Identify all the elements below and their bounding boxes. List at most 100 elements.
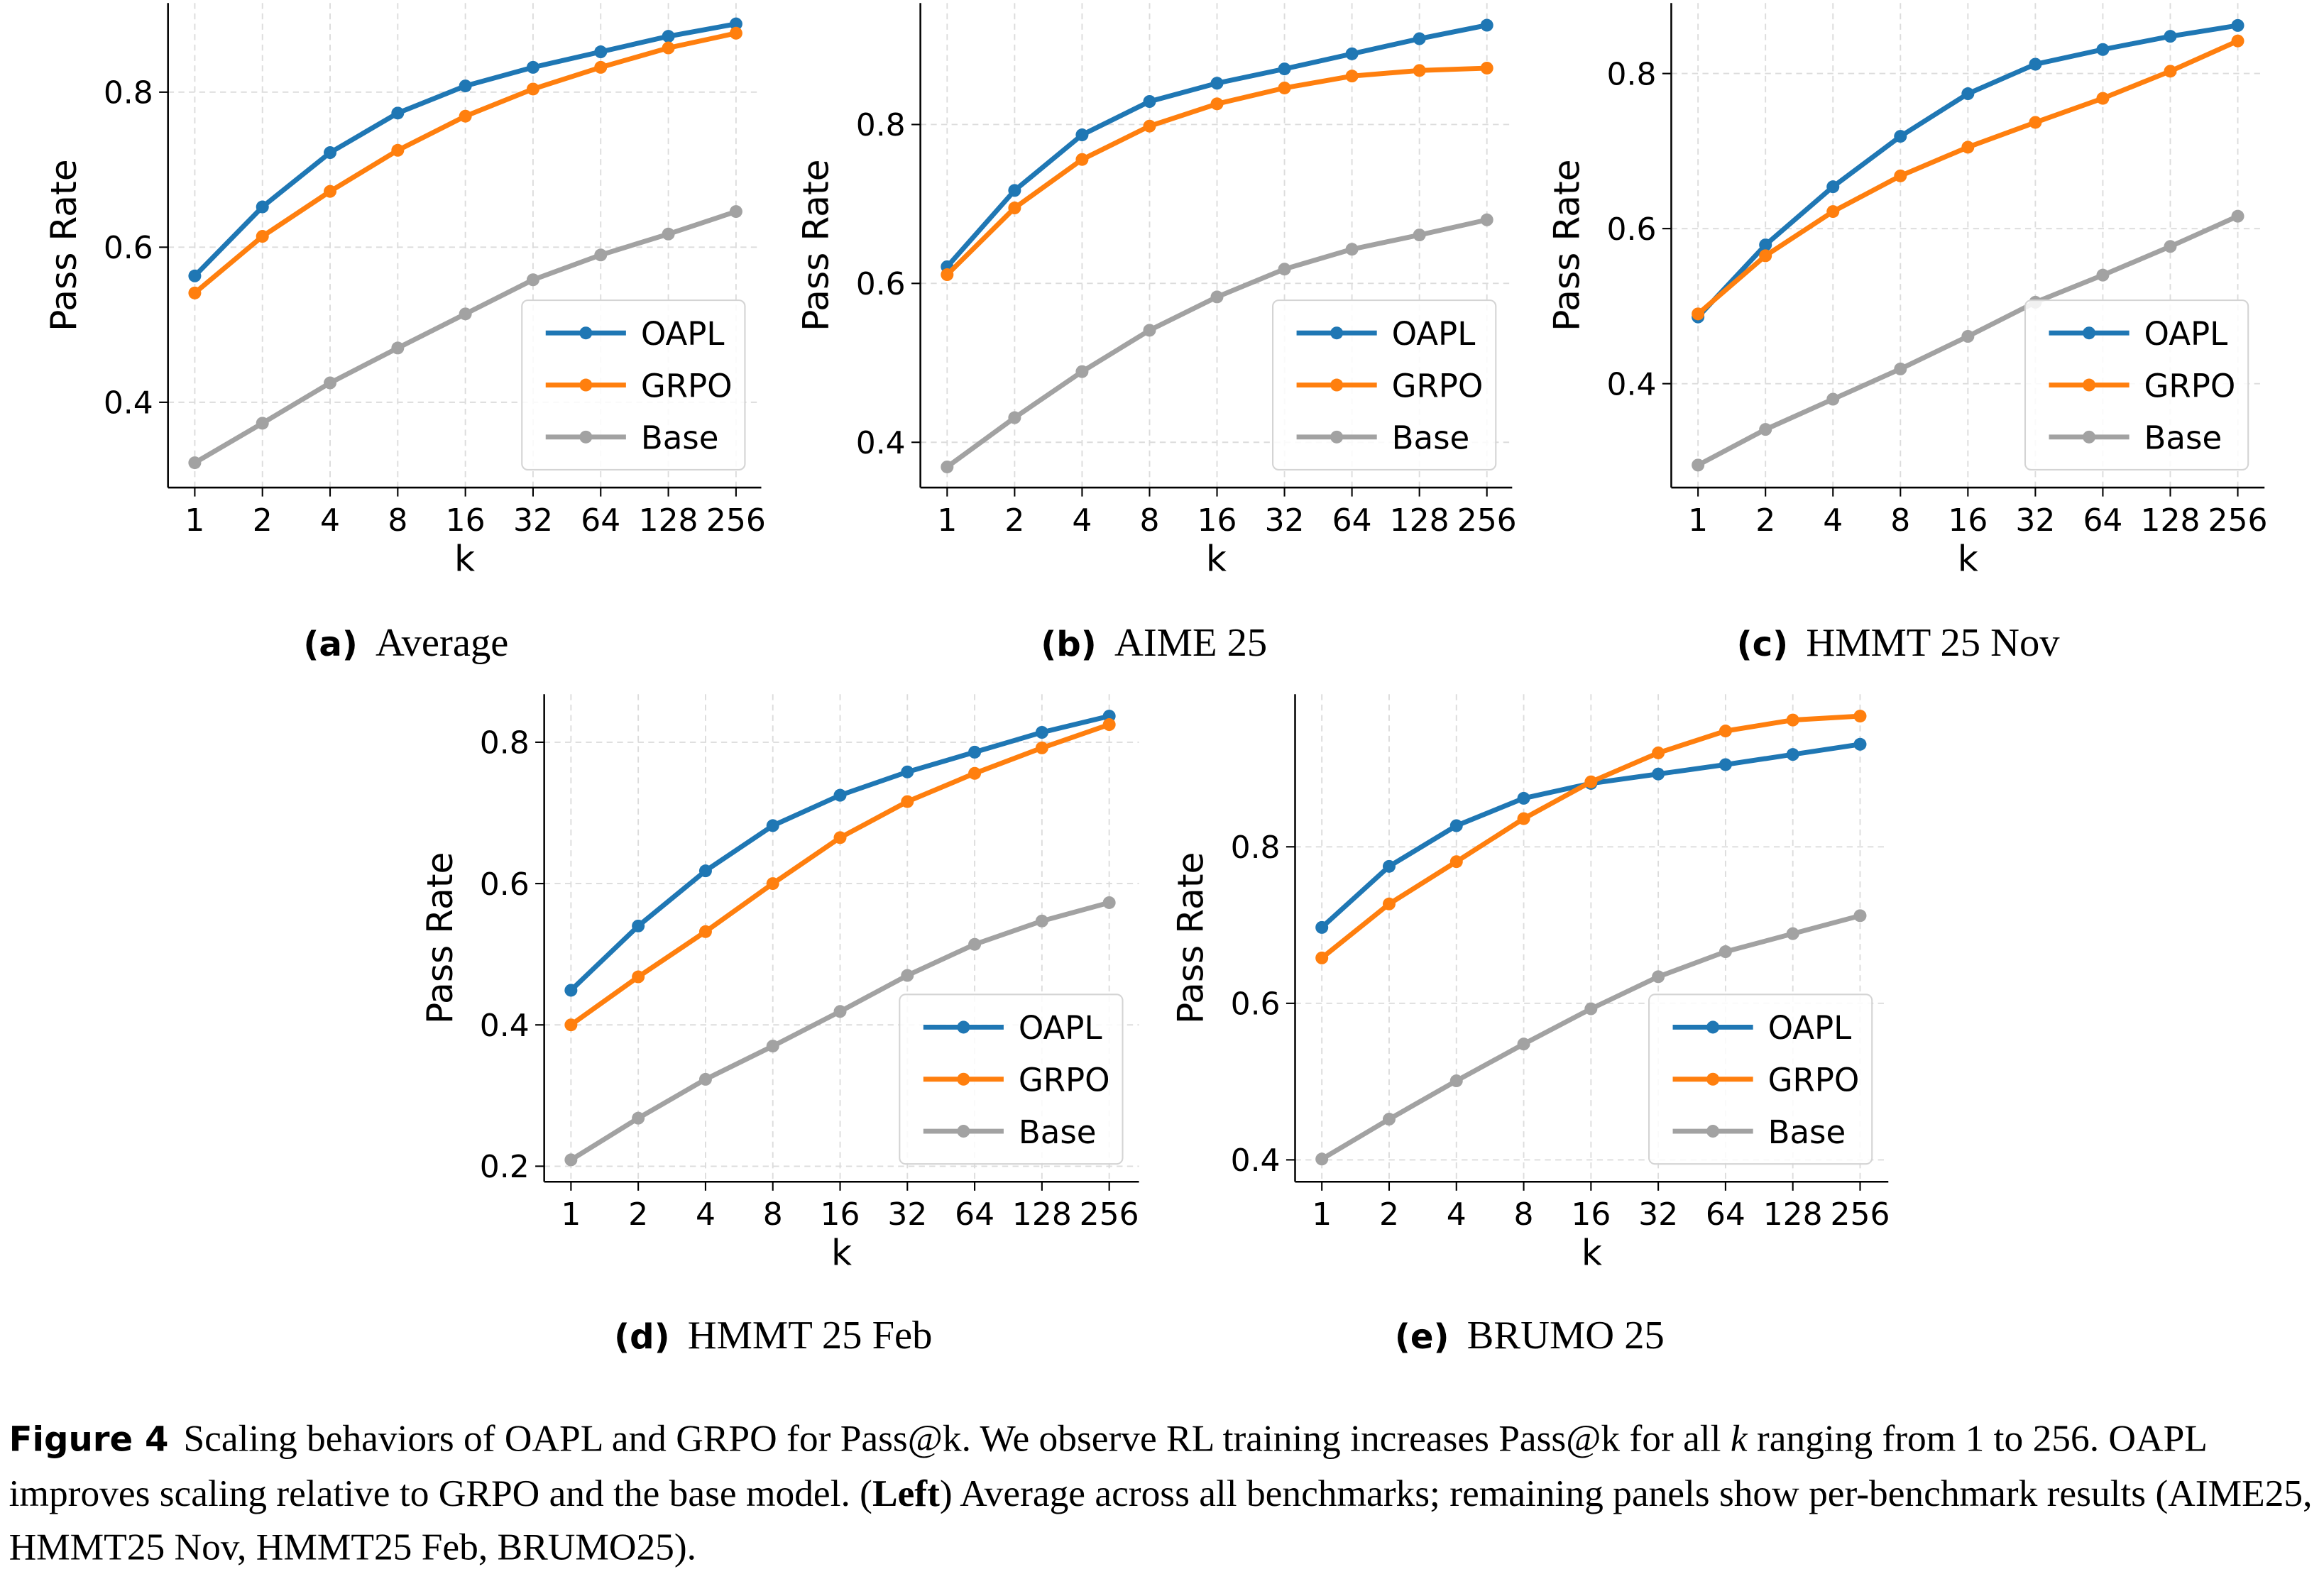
data-point-grpo bbox=[1035, 741, 1048, 754]
data-point-base bbox=[1961, 329, 1975, 343]
subcaption-a: (a) Average bbox=[303, 620, 508, 666]
chart-panel-b: 0.4 0.6 0.8 1 2 4 8 16 32 64 128 256 k Pass Rate OAPL G… bbox=[795, 3, 1517, 579]
data-point-base bbox=[1143, 324, 1156, 337]
data-point-base bbox=[662, 227, 675, 241]
data-point-grpo bbox=[1278, 81, 1291, 94]
series-grpo bbox=[1315, 710, 1867, 964]
y-tick-label: 0.6 bbox=[856, 266, 906, 302]
data-point-base bbox=[1786, 927, 1799, 940]
y-axis-label: Pass Rate bbox=[419, 852, 461, 1024]
y-tick-label: 0.4 bbox=[1231, 1143, 1281, 1179]
data-point-base bbox=[1584, 1002, 1598, 1016]
data-point-base bbox=[766, 1040, 779, 1053]
data-point-base bbox=[1210, 290, 1224, 304]
y-axis-label: Pass Rate bbox=[1170, 852, 1212, 1024]
x-axis-label: k bbox=[831, 1232, 852, 1274]
y-axis-label: Pass Rate bbox=[43, 159, 84, 331]
x-tick-label: 2 bbox=[1004, 502, 1024, 539]
series-base bbox=[188, 205, 742, 470]
x-tick-label: 4 bbox=[1447, 1196, 1467, 1233]
data-point-grpo bbox=[1853, 710, 1867, 723]
data-point-base bbox=[2096, 268, 2110, 282]
x-tick-label: 32 bbox=[2015, 502, 2055, 539]
data-point-oapl bbox=[1008, 184, 1021, 197]
data-point-base bbox=[941, 460, 954, 473]
data-point-oapl bbox=[594, 45, 608, 59]
legend-swatch-marker bbox=[579, 430, 593, 444]
data-point-grpo bbox=[729, 26, 742, 40]
legend-label-oapl: OAPL bbox=[1768, 1009, 1852, 1047]
y-tick-label: 0.6 bbox=[480, 866, 530, 903]
x-tick-label: 256 bbox=[2208, 502, 2268, 539]
x-tick-label: 128 bbox=[1012, 1196, 1072, 1233]
data-point-grpo bbox=[1315, 951, 1329, 964]
data-point-base bbox=[1102, 896, 1116, 909]
x-axis-label: k bbox=[454, 537, 475, 579]
subcaption-title: BRUMO 25 bbox=[1467, 1312, 1665, 1358]
data-point-base bbox=[594, 248, 608, 262]
data-point-base bbox=[256, 417, 269, 430]
chart-panel-d: 0.2 0.4 0.6 0.8 1 2 4 8 16 32 64 128 256 k Pass Rate OA… bbox=[419, 694, 1139, 1274]
figure-label: Figure 4 bbox=[9, 1421, 169, 1460]
legend-swatch-marker bbox=[1706, 1072, 1720, 1086]
legend: OAPL GRPO Base bbox=[2024, 299, 2249, 470]
x-tick-label: 1 bbox=[1688, 502, 1708, 539]
x-tick-label: 1 bbox=[937, 502, 957, 539]
data-point-oapl bbox=[1035, 725, 1048, 739]
subcaption-title: HMMT 25 Feb bbox=[687, 1312, 933, 1358]
subcaption-tag: (b) bbox=[1041, 625, 1097, 665]
y-tick-label: 0.4 bbox=[104, 385, 153, 422]
data-point-base bbox=[1652, 970, 1665, 984]
y-tick-label: 0.4 bbox=[480, 1008, 530, 1044]
data-point-oapl bbox=[1382, 859, 1396, 873]
y-tick-label: 0.8 bbox=[1607, 56, 1657, 92]
data-point-oapl bbox=[526, 60, 539, 74]
data-point-oapl bbox=[968, 745, 982, 759]
data-point-base bbox=[188, 456, 202, 470]
subcaption-tag: (c) bbox=[1736, 625, 1789, 665]
data-point-oapl bbox=[766, 819, 779, 832]
legend-label-grpo: GRPO bbox=[1392, 367, 1484, 404]
data-point-grpo bbox=[2164, 65, 2177, 78]
x-tick-label: 8 bbox=[388, 502, 407, 539]
x-tick-label: 64 bbox=[1706, 1196, 1745, 1233]
x-tick-label: 2 bbox=[253, 502, 273, 539]
x-axis-label: k bbox=[1958, 537, 1978, 579]
data-point-base bbox=[1449, 1074, 1463, 1088]
series-oapl bbox=[941, 18, 1493, 273]
data-point-base bbox=[2164, 240, 2177, 253]
data-point-grpo bbox=[1692, 307, 1705, 321]
x-tick-label: 256 bbox=[1080, 1196, 1139, 1233]
x-tick-label: 64 bbox=[581, 502, 620, 539]
legend-label-grpo: GRPO bbox=[2144, 367, 2236, 404]
y-tick-label: 0.4 bbox=[1607, 366, 1657, 402]
x-tick-label: 4 bbox=[1823, 502, 1843, 539]
chart-panel-e: 0.4 0.6 0.8 1 2 4 8 16 32 64 128 256 k Pass Rate OAPL G… bbox=[1170, 694, 1890, 1274]
data-point-base bbox=[632, 1111, 645, 1125]
series-base bbox=[564, 896, 1116, 1167]
data-point-oapl bbox=[1826, 180, 1840, 194]
data-point-base bbox=[2231, 209, 2244, 223]
y-tick-label: 0.4 bbox=[856, 425, 906, 461]
data-point-grpo bbox=[1449, 855, 1463, 869]
series-grpo bbox=[1692, 34, 2244, 321]
data-point-grpo bbox=[1345, 70, 1359, 83]
data-point-base bbox=[459, 307, 472, 321]
subcaption-b: (b) AIME 25 bbox=[1041, 620, 1267, 666]
x-axis-label: k bbox=[1206, 537, 1227, 579]
legend-swatch-marker bbox=[579, 378, 593, 392]
x-tick-label: 16 bbox=[821, 1196, 860, 1233]
data-point-grpo bbox=[1894, 169, 1907, 182]
data-point-grpo bbox=[1759, 249, 1772, 263]
subcaption-d: (d) HMMT 25 Feb bbox=[614, 1313, 932, 1359]
data-point-grpo bbox=[1102, 718, 1116, 732]
series-base bbox=[941, 213, 1493, 473]
legend-swatch-marker bbox=[2083, 430, 2096, 444]
data-point-base bbox=[1853, 909, 1867, 923]
data-point-oapl bbox=[564, 984, 578, 997]
data-point-oapl bbox=[1278, 62, 1291, 76]
subcaption-tag: (d) bbox=[614, 1318, 670, 1358]
series-line-oapl bbox=[944, 23, 1490, 270]
y-axis-label: Pass Rate bbox=[1546, 159, 1588, 331]
